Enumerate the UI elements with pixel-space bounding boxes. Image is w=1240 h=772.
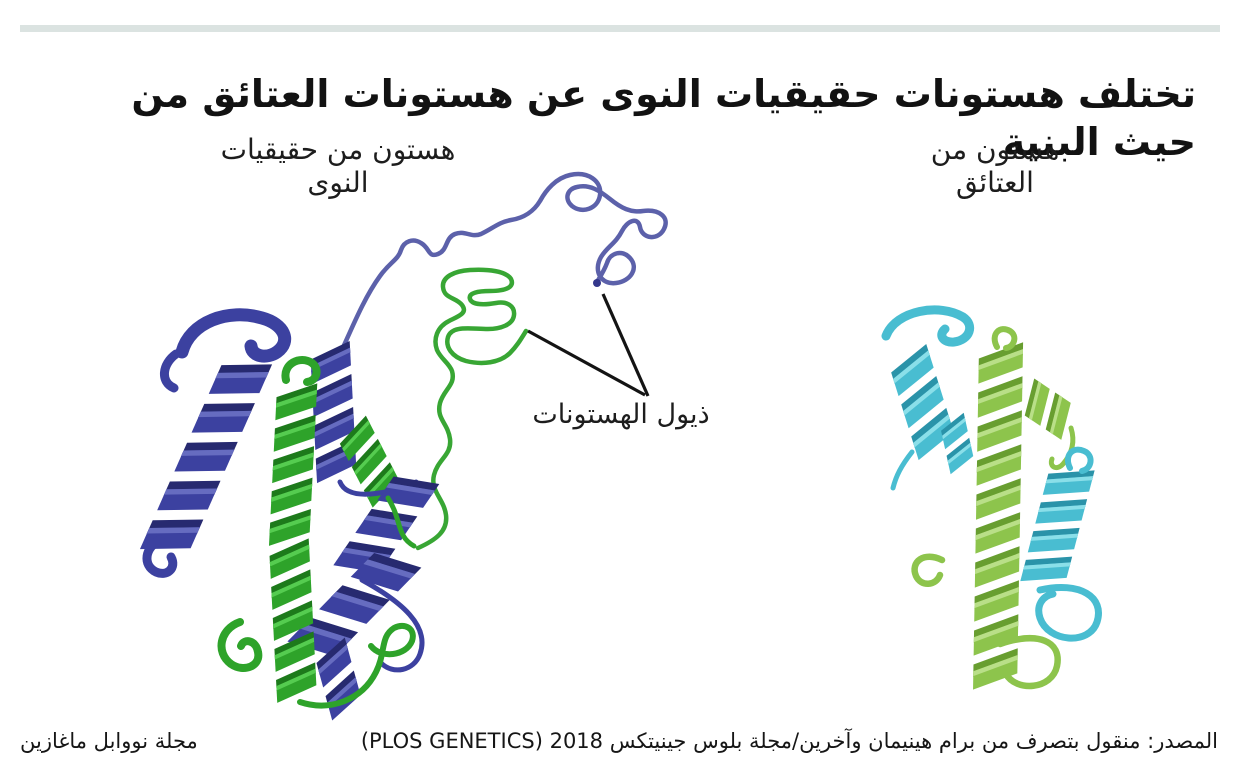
label-histone-tails: ذيول الهستونات bbox=[532, 399, 710, 430]
page-title: تختلف هستونات حقيقيات النوى عن هستونات ا… bbox=[131, 72, 1196, 164]
label-eukaryotic-histone: هستون من حقيقيات النوى bbox=[220, 133, 456, 199]
source-attribution: المصدر: منقول بتصرف من برام هينيمان وآخر… bbox=[360, 729, 1218, 753]
top-accent-bar bbox=[20, 25, 1220, 32]
magazine-credit: مجلة نووابل ماغازين bbox=[20, 729, 198, 753]
archaeal-histone-structure bbox=[881, 305, 1102, 690]
eukaryotic-histone-structure bbox=[139, 171, 668, 721]
label-archaeal-histone: هستون من العتائق bbox=[930, 133, 1060, 199]
tail-pointer-lines bbox=[527, 293, 650, 397]
